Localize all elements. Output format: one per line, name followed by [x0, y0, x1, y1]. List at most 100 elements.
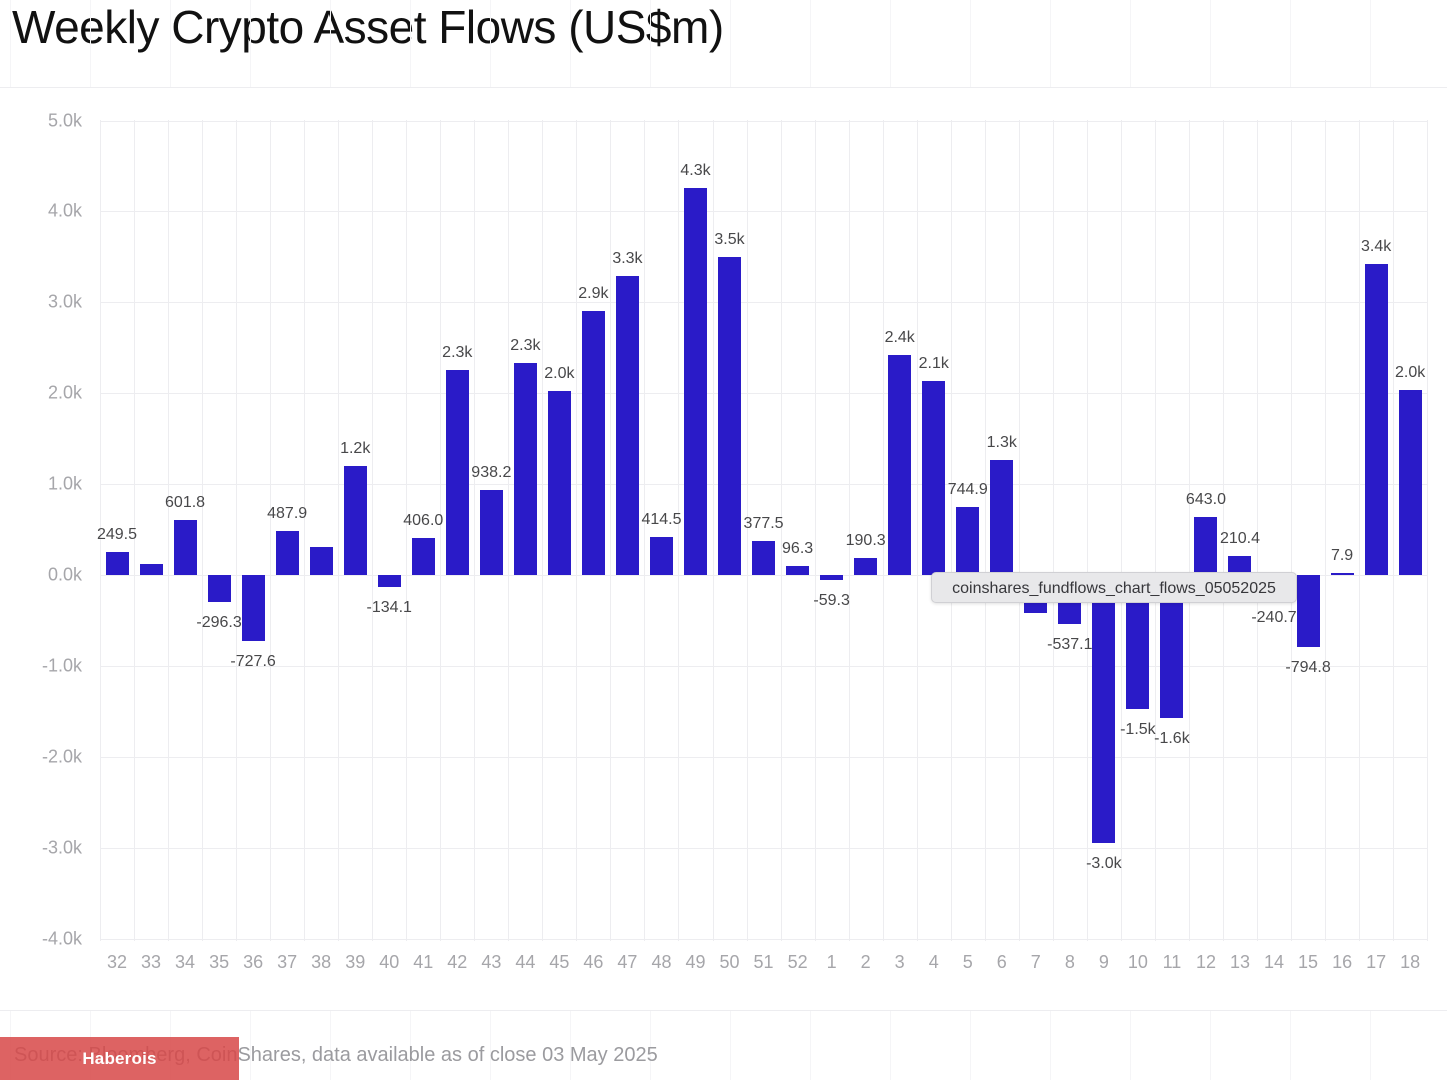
bar-value-label: 1.2k	[340, 439, 371, 457]
bar-week-52[interactable]	[786, 566, 810, 575]
page-gridline	[810, 0, 811, 87]
bar-week-12[interactable]	[1194, 516, 1218, 575]
bar-value-label: 3.3k	[612, 249, 643, 267]
x-axis-tick-label: 34	[175, 952, 196, 972]
x-axis-tick-label: 9	[1098, 952, 1109, 972]
bar-week-45[interactable]	[547, 391, 571, 575]
x-axis-tick-label: 47	[617, 952, 638, 972]
bar-week-40[interactable]	[377, 575, 401, 588]
bar-week-34[interactable]	[173, 520, 197, 575]
page-gridline	[890, 0, 891, 87]
page-gridline	[1130, 1010, 1131, 1080]
y-axis-tick-label: -3.0k	[41, 837, 82, 858]
bar-value-label: 2.3k	[510, 337, 541, 355]
y-axis-tick-label: 1.0k	[47, 473, 82, 494]
bar-week-2[interactable]	[854, 557, 878, 575]
bar-value-label: -59.3	[813, 592, 850, 610]
filename-tooltip-text: coinshares_fundflows_chart_flows_0505202…	[952, 580, 1276, 597]
bar-week-48[interactable]	[649, 537, 673, 575]
bar-week-11[interactable]	[1160, 575, 1184, 718]
x-axis-tick-label: 4	[928, 952, 939, 972]
bar-week-35[interactable]	[207, 575, 231, 602]
x-axis-tick-label: 15	[1298, 952, 1319, 972]
bar-week-50[interactable]	[718, 256, 742, 575]
bar-week-1[interactable]	[820, 575, 844, 581]
bar-value-label: 406.0	[403, 512, 444, 530]
bar-value-label: -1.5k	[1120, 720, 1156, 738]
x-axis-tick-label: 38	[311, 952, 332, 972]
page-gridline	[730, 1010, 731, 1080]
gridline-h	[100, 665, 1427, 667]
gridline-v	[338, 120, 340, 941]
x-axis-tick-label: 41	[413, 952, 434, 972]
gridline-v	[1052, 120, 1054, 941]
page-gridline	[970, 0, 971, 87]
x-axis-tick-label: 39	[345, 952, 366, 972]
gridline-v	[712, 120, 714, 941]
bar-week-32[interactable]	[105, 552, 129, 575]
bar-week-49[interactable]	[684, 187, 707, 575]
gridline-v	[1257, 120, 1258, 941]
bar-week-15[interactable]	[1296, 575, 1320, 648]
y-axis-tick-label: 4.0k	[47, 200, 82, 221]
bar-week-33[interactable]	[139, 563, 163, 575]
bar-value-label: 3.5k	[714, 230, 745, 248]
page-gridline	[1370, 0, 1371, 87]
y-axis-tick-label: 0.0k	[47, 564, 82, 585]
bar-week-13[interactable]	[1228, 555, 1252, 575]
page-gridline	[730, 0, 731, 87]
bar-value-label: -1.6k	[1154, 729, 1190, 747]
bar-week-6[interactable]	[990, 459, 1014, 575]
x-axis-tick-label: 6	[996, 952, 1007, 972]
bar-week-18[interactable]	[1398, 390, 1422, 575]
gridline-h	[100, 120, 1427, 122]
page-gridline	[490, 0, 491, 87]
y-axis-tick-label: -4.0k	[41, 928, 82, 949]
gridline-v	[1291, 120, 1293, 941]
page-divider-line	[0, 87, 1447, 88]
bar-value-label: 96.3	[782, 540, 814, 558]
bar-week-5[interactable]	[956, 507, 980, 575]
bar-week-41[interactable]	[411, 538, 435, 575]
bar-week-10[interactable]	[1126, 575, 1150, 709]
x-axis-tick-label: 13	[1229, 952, 1250, 972]
bar-week-9[interactable]	[1092, 575, 1116, 844]
gridline-v	[202, 120, 204, 941]
bar-week-36[interactable]	[241, 575, 265, 642]
bar-week-17[interactable]	[1364, 264, 1388, 575]
gridline-v	[1427, 120, 1429, 941]
gridline-h	[100, 211, 1427, 213]
gridline-v	[576, 120, 578, 941]
page-gridline	[650, 0, 651, 87]
x-axis-tick-label: 52	[787, 952, 808, 972]
bar-week-42[interactable]	[445, 369, 469, 575]
y-axis-tick-label: 2.0k	[47, 382, 82, 403]
bar-week-4[interactable]	[922, 381, 946, 575]
bar-value-label: 2.0k	[544, 365, 575, 383]
bar-week-44[interactable]	[513, 363, 537, 575]
bar-week-39[interactable]	[343, 465, 367, 575]
page-gridline	[650, 1010, 651, 1080]
x-axis-tick-label: 45	[549, 952, 570, 972]
bar-week-37[interactable]	[275, 530, 299, 575]
bar-week-3[interactable]	[888, 355, 912, 575]
page-gridline	[490, 1010, 491, 1080]
y-axis-tick-label: -1.0k	[41, 655, 82, 676]
gridline-v	[1120, 120, 1122, 941]
bar-week-47[interactable]	[615, 275, 639, 575]
bar-week-51[interactable]	[752, 540, 776, 575]
x-axis-tick-label: 17	[1366, 952, 1387, 972]
bar-value-label: -794.8	[1285, 659, 1331, 677]
bar-week-38[interactable]	[309, 546, 333, 575]
page-gridline	[1290, 0, 1291, 87]
page-gridline	[330, 1010, 331, 1080]
gridline-h	[100, 484, 1427, 486]
gridline-v	[1359, 120, 1361, 941]
bar-week-46[interactable]	[581, 311, 605, 575]
x-axis-tick-label: 32	[106, 952, 128, 972]
page-gridline	[1050, 0, 1051, 87]
bar-week-43[interactable]	[479, 489, 503, 575]
x-axis-tick-label: 37	[277, 952, 298, 972]
bar-week-16[interactable]	[1330, 573, 1354, 575]
page-gridline	[1210, 1010, 1211, 1080]
